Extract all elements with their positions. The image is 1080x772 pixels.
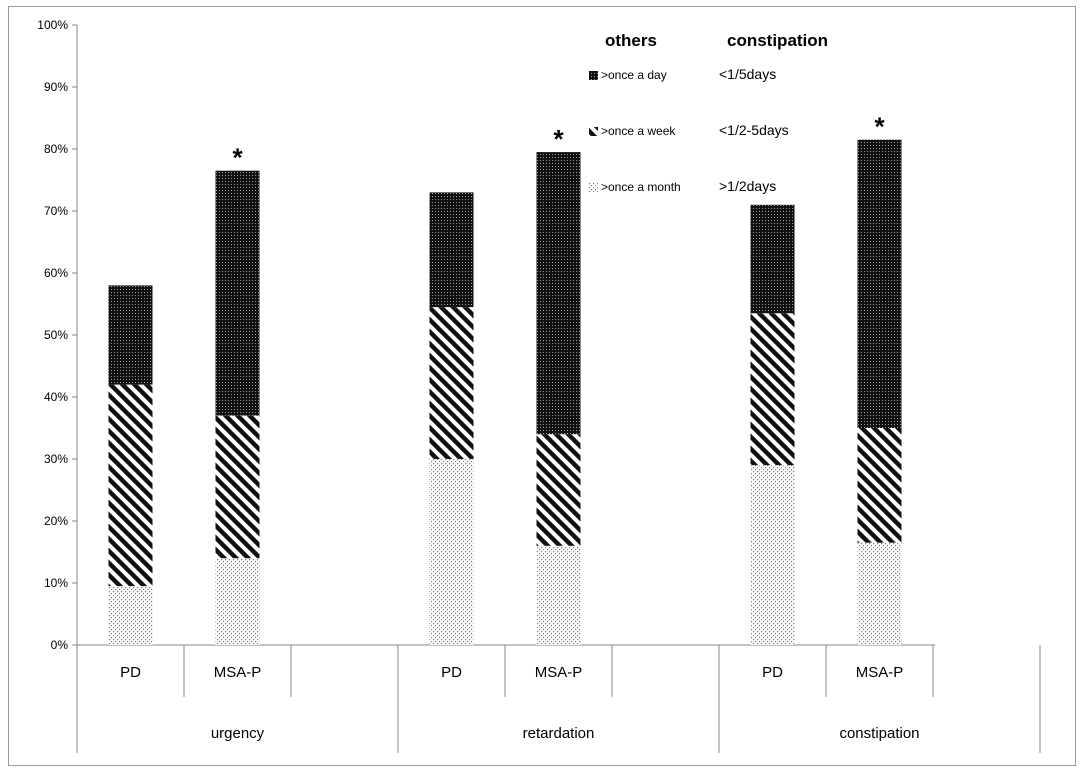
y-tick-label: 80% [44,142,68,156]
category-label: MSA-P [535,664,583,681]
stacked-bar-chart: 0% 10% 20% 30% 40% 50% 60% 70% 80% 90% 100% PD MSA-P… [37,18,1041,753]
y-tick-label: 100% [37,18,68,32]
legend-swatch-stripes [589,127,598,136]
y-tick-label: 10% [44,576,68,590]
y-tick-label: 20% [44,514,68,528]
bar-segment-retardation-MSA-P-stripes [536,434,581,546]
y-tick-label: 90% [44,80,68,94]
bar-segment-urgency-PD-dense [108,285,153,385]
category-label: PD [120,664,141,681]
category-label: PD [762,664,783,681]
group-label: urgency [211,725,265,742]
bar-segment-constipation-MSA-P-stripes [857,428,902,543]
legend: others constipation >once a day <1/5days >on… [589,31,828,194]
legend-label-constipation: >1/2days [719,178,776,194]
legend-swatch-dense [589,71,598,80]
bar-segment-constipation-PD-dense [750,204,795,314]
group-label: retardation [523,725,595,742]
significance-marker: * [553,124,564,154]
category-label: PD [441,664,462,681]
bar-segment-urgency-PD-stripes [108,384,153,587]
bar-segment-constipation-PD-dots [750,465,795,645]
bar-segment-retardation-MSA-P-dots [536,545,581,645]
bar-segment-retardation-PD-stripes [429,307,474,459]
y-tick-label: 40% [44,390,68,404]
bar-segment-retardation-MSA-P-dense [536,152,581,435]
axis-labels: 0% 10% 20% 30% 40% 50% 60% 70% 80% 90% 100% PD MSA-P… [37,18,919,742]
y-tick-label: 50% [44,328,68,342]
y-tick-label: 70% [44,204,68,218]
chart-frame: 0% 10% 20% 30% 40% 50% 60% 70% 80% 90% 100% PD MSA-P… [8,6,1076,766]
legend-label-others: >once a day [601,68,667,82]
bars [108,139,902,645]
legend-label-constipation: <1/5days [719,66,776,82]
y-tick-label: 0% [51,638,69,652]
bar-segment-urgency-PD-dots [108,586,153,645]
bar-segment-retardation-PD-dots [429,459,474,645]
group-label: constipation [839,725,919,742]
bar-segment-constipation-MSA-P-dense [857,139,902,428]
y-tick-label: 30% [44,452,68,466]
legend-label-constipation: <1/2-5days [719,122,789,138]
bar-segment-urgency-MSA-P-dense [215,170,260,416]
category-label: MSA-P [214,664,262,681]
legend-col-title-others: others [605,31,657,50]
bar-segment-constipation-PD-stripes [750,313,795,466]
legend-label-others: >once a week [601,124,676,138]
bar-segment-urgency-MSA-P-dots [215,558,260,645]
y-tick-label: 60% [44,266,68,280]
significance-marker: * [232,143,243,173]
category-label: MSA-P [856,664,904,681]
legend-swatch-dots [589,183,598,192]
bar-segment-retardation-PD-dense [429,192,474,308]
legend-col-title-constipation: constipation [727,31,828,50]
legend-label-others: >once a month [601,180,681,194]
significance-marker: * [874,112,885,142]
bar-segment-urgency-MSA-P-stripes [215,415,260,559]
bar-segment-constipation-MSA-P-dots [857,542,902,645]
